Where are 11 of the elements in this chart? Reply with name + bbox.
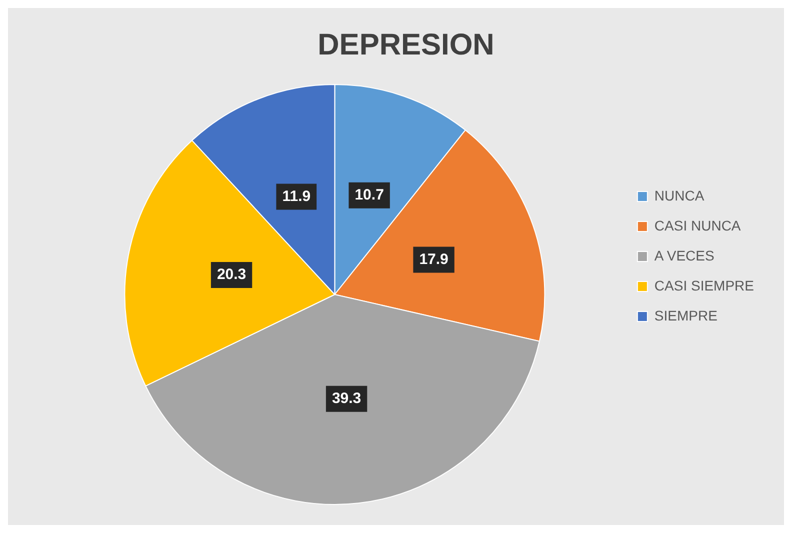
- legend-label: CASI SIEMPRE: [654, 277, 754, 294]
- legend-label: NUNCA: [654, 187, 705, 204]
- data-label: 10.7: [354, 186, 384, 204]
- data-label: 39.3: [332, 390, 362, 407]
- data-label: 11.9: [282, 188, 311, 205]
- legend-label: A VECES: [654, 247, 714, 264]
- data-label: 17.9: [419, 250, 448, 268]
- legend-label: SIEMPRE: [654, 307, 718, 324]
- chart-title: DEPRESION: [318, 28, 494, 62]
- legend-label: CASI NUNCA: [654, 217, 742, 234]
- data-label: 20.3: [216, 266, 246, 284]
